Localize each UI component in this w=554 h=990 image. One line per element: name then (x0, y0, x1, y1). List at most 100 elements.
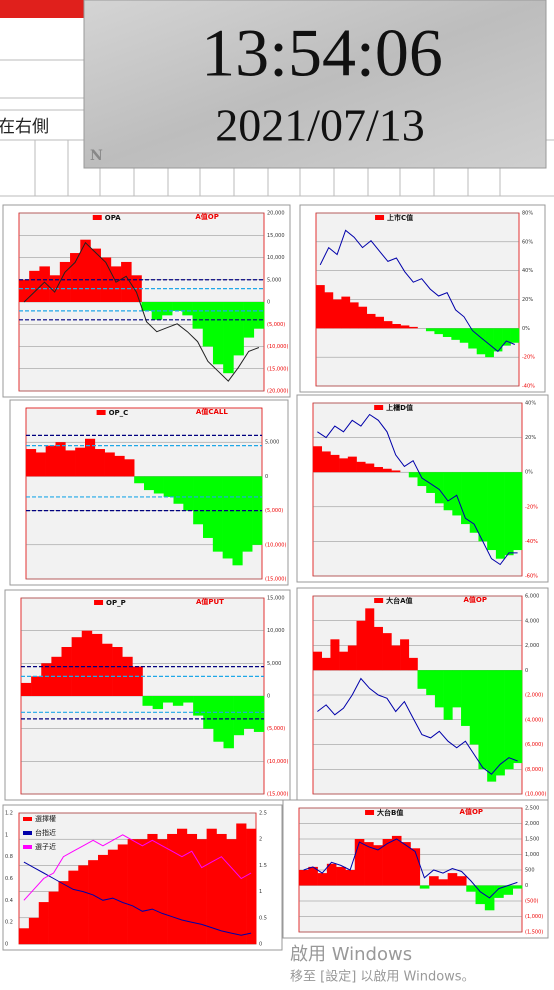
area-segment (339, 458, 349, 473)
y2-tick-label: 0.8 (5, 854, 13, 860)
y-tick-label: 2,000 (525, 821, 539, 827)
y-tick-label: (10,000) (525, 792, 546, 798)
area-segment (313, 651, 323, 671)
y-tick-label: 0 (525, 668, 528, 674)
area-segment (469, 670, 479, 745)
area-segment (392, 324, 401, 329)
y-tick-label: -20% (525, 504, 538, 510)
area-segment (451, 328, 461, 340)
area-segment (341, 296, 351, 329)
area-segment (29, 270, 40, 302)
y-tick-label: -40% (525, 539, 538, 545)
y-tick-label: -40% (522, 384, 535, 390)
area-segment (107, 849, 119, 944)
y-tick-label: (2,000) (525, 693, 543, 699)
area-segment (75, 447, 86, 477)
area-segment (475, 885, 486, 905)
area-segment (153, 476, 164, 494)
area-segment (58, 881, 69, 944)
area-segment (85, 438, 96, 477)
area-segment (35, 452, 46, 477)
y-tick-label: 15,000 (267, 233, 285, 239)
area-segment (212, 302, 224, 365)
area-segment (81, 630, 93, 696)
area-segment (233, 302, 244, 356)
area-segment (193, 696, 204, 716)
y-tick-label: 2 (259, 837, 262, 843)
area-segment (202, 302, 214, 347)
area-segment (122, 656, 133, 696)
area-segment (48, 891, 59, 944)
area-segment (512, 885, 523, 889)
legend-swatch (365, 810, 375, 815)
clock-time: 13:54:06 (201, 15, 443, 91)
area-segment (192, 302, 204, 329)
y-tick-label: 40% (522, 268, 533, 274)
area-segment (41, 663, 52, 696)
area-segment (193, 476, 204, 525)
y-tick-label: 0.5 (259, 915, 267, 921)
area-segment (391, 470, 401, 473)
area-segment (502, 328, 511, 346)
area-segment (443, 472, 453, 511)
area-segment (21, 682, 32, 696)
y-tick-label: 15,000 (267, 596, 285, 602)
area-segment (365, 608, 375, 671)
area-segment (65, 450, 76, 477)
area-segment (495, 670, 505, 776)
y-tick-label: 1 (259, 889, 262, 895)
y-tick-label: 0 (265, 474, 268, 480)
chart-subtitle: A值OP (463, 595, 487, 604)
area-segment (466, 885, 476, 892)
y-tick-label: 0 (259, 942, 262, 948)
y2-tick-label: 0.2 (5, 920, 13, 926)
area-segment (487, 472, 497, 551)
area-segment (104, 452, 115, 477)
area-segment (117, 844, 128, 944)
area-segment (476, 328, 486, 355)
area-segment (429, 876, 439, 886)
area-segment (504, 670, 514, 770)
area-segment (461, 472, 471, 525)
activation-title: 啟用 Windows (290, 944, 412, 965)
area-segment (19, 279, 30, 302)
area-segment (157, 839, 168, 944)
legend-swatch (92, 215, 102, 220)
y-tick-label: 80% (522, 211, 533, 217)
area-segment (61, 647, 72, 696)
y-tick-label: (4,000) (525, 717, 543, 723)
y-tick-label: -60% (525, 574, 538, 580)
area-segment (55, 442, 66, 477)
y-tick-label: 6,000 (525, 594, 539, 600)
area-segment (98, 854, 109, 944)
area-segment (299, 870, 309, 886)
y-tick-label: (10,000) (265, 542, 286, 548)
area-segment (452, 472, 462, 516)
area-segment (203, 476, 214, 538)
area-segment (321, 657, 331, 671)
area-segment (321, 451, 331, 473)
area-segment (469, 472, 479, 533)
area-segment (339, 651, 349, 671)
area-segment (401, 842, 411, 886)
area-segment (326, 863, 337, 886)
area-segment (443, 670, 453, 720)
area-segment (112, 647, 123, 696)
clock-date: 2021/07/13 (215, 100, 425, 151)
chart-subtitle: A值PUT (196, 597, 224, 606)
area-segment (68, 870, 79, 944)
y-tick-label: 5,000 (265, 440, 279, 446)
area-segment (172, 696, 184, 706)
y-tick-label: 5,000 (267, 277, 281, 283)
area-segment (434, 472, 444, 504)
line-series (303, 838, 518, 899)
area-segment (102, 643, 113, 696)
legend-label: 大台B值 (377, 808, 403, 817)
area-segment (442, 328, 452, 337)
area-segment (347, 456, 357, 473)
area-segment (349, 302, 359, 329)
area-segment (373, 467, 383, 473)
area-segment (478, 670, 488, 770)
y-tick-label: (5,000) (267, 322, 285, 328)
